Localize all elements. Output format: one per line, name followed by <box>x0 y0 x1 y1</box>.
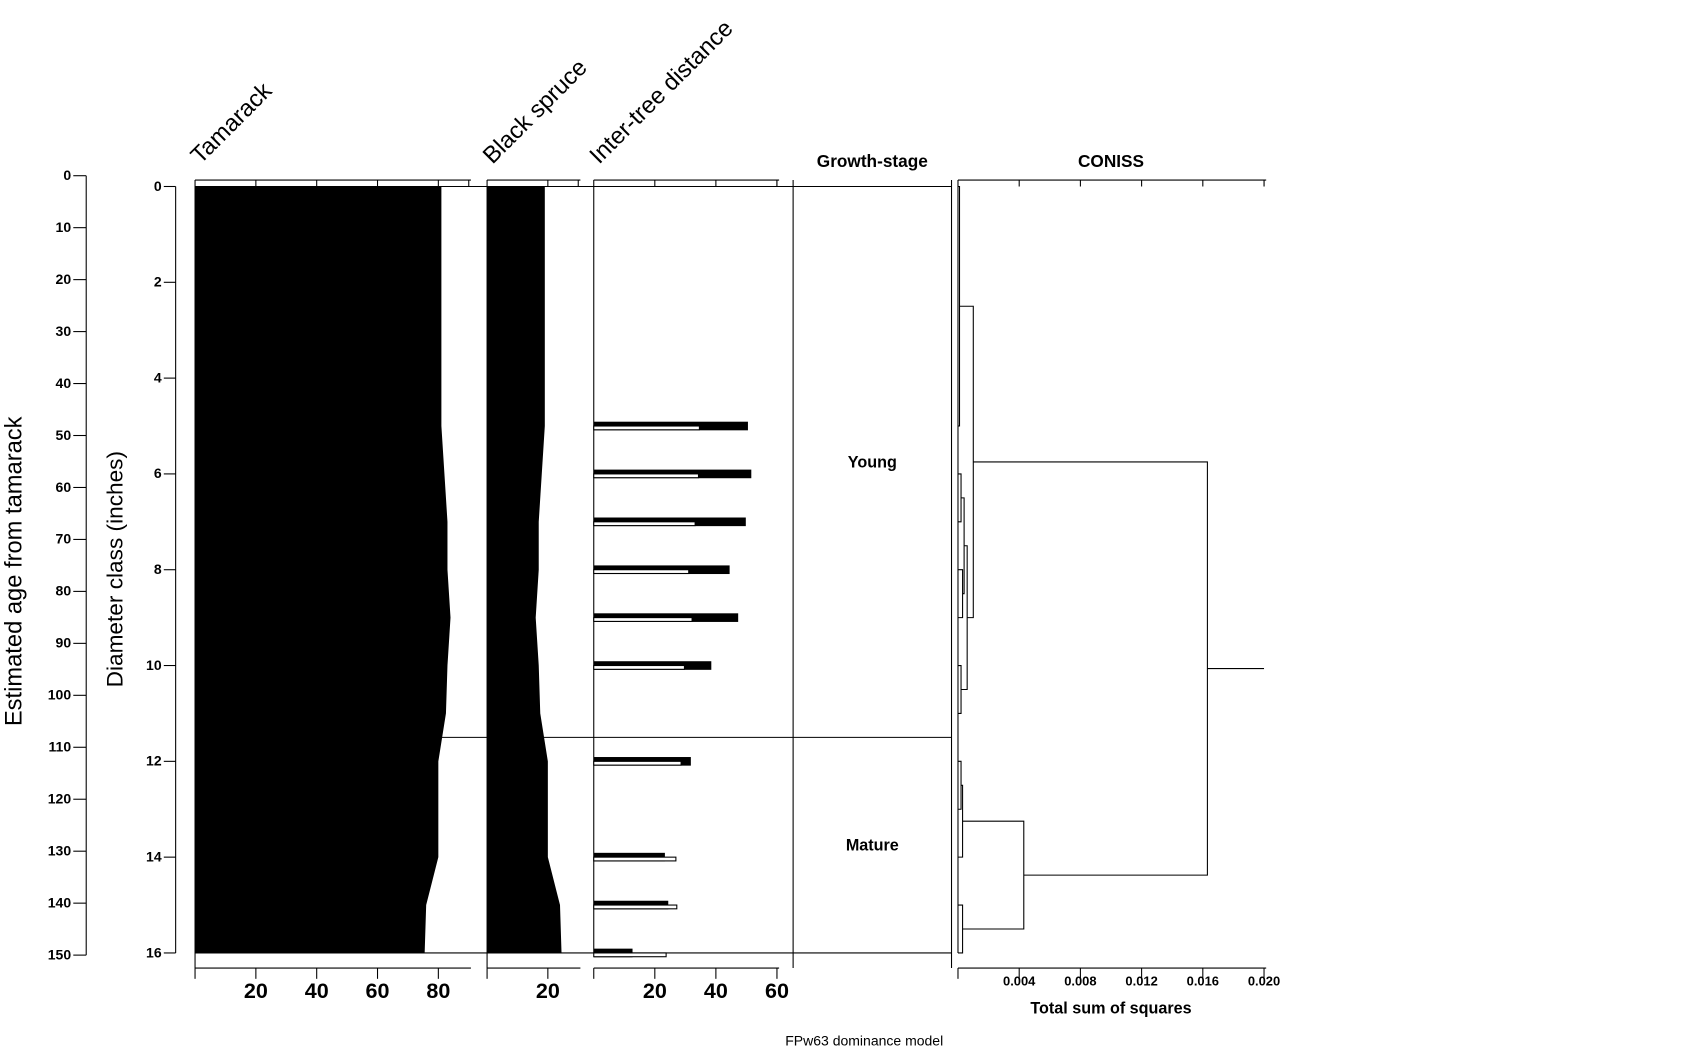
y2-tick-label: 130 <box>48 842 72 858</box>
plot: Estimated age from tamarack Diameter cla… <box>1 16 1280 1049</box>
y2-tick-label: 80 <box>56 583 72 599</box>
y-tick-label: 6 <box>154 465 162 481</box>
dendrogram-link <box>961 545 968 691</box>
panel-title: Inter-tree distance <box>585 16 738 170</box>
x-tick-label: 20 <box>536 978 560 1003</box>
bar <box>593 521 696 527</box>
y-tick-label: 12 <box>146 753 162 769</box>
y2-tick-label: 60 <box>56 479 72 495</box>
bar <box>593 664 685 670</box>
y2-tick-label: 70 <box>56 531 72 547</box>
x-tick-label: 0.004 <box>1003 973 1036 988</box>
y2-tick-label: 120 <box>48 791 72 807</box>
y2-tick-label: 50 <box>56 427 72 443</box>
panel-title: CONISS <box>1078 151 1144 171</box>
x-tick-label: 0.012 <box>1125 973 1157 988</box>
bar <box>593 617 693 622</box>
zone-label: Young <box>848 453 897 471</box>
y2-tick-label: 20 <box>56 271 72 287</box>
dendrogram-link <box>957 569 964 619</box>
panel-title: Black spruce <box>478 55 592 169</box>
bar <box>593 569 690 575</box>
y-axis-label: Diameter class (inches) <box>102 451 127 687</box>
zone-label: Mature <box>846 837 899 855</box>
x-axis-label: Total sum of squares <box>1030 999 1191 1017</box>
y2-tick-label: 100 <box>48 687 72 703</box>
x-tick-label: 40 <box>305 978 329 1003</box>
bar <box>593 952 667 958</box>
y2-tick-label: 90 <box>56 635 72 651</box>
bar <box>593 856 677 862</box>
x-tick-label: 40 <box>704 978 728 1003</box>
x-tick-label: 0.020 <box>1248 973 1280 988</box>
panel-title: Growth-stage <box>817 151 928 171</box>
dendrogram-link <box>962 820 1025 930</box>
y-tick-label: 4 <box>154 369 162 385</box>
y2-tick-label: 110 <box>49 739 72 755</box>
bar <box>593 425 700 431</box>
area <box>195 186 451 953</box>
chart-title: FPw63 dominance model <box>785 1033 943 1049</box>
x-tick-label: 60 <box>765 978 789 1003</box>
y-tick-label: 0 <box>154 178 162 194</box>
y2-tick-label: 40 <box>56 375 72 391</box>
x-tick-label: 0.016 <box>1187 973 1219 988</box>
y2-axis-label: Estimated age from tamarack <box>1 416 27 726</box>
x-tick-label: 20 <box>643 978 667 1003</box>
y-tick-label: 16 <box>146 944 162 960</box>
y-tick-label: 14 <box>146 848 162 864</box>
x-tick-label: 0.008 <box>1064 973 1096 988</box>
dendrogram-link <box>959 305 974 619</box>
dendrogram-link <box>957 784 964 858</box>
y2-tick-label: 30 <box>56 323 72 339</box>
y-tick-label: 2 <box>154 274 162 290</box>
area <box>487 186 562 953</box>
y2-tick-label: 140 <box>48 894 72 910</box>
y-tick-label: 8 <box>154 561 162 577</box>
x-tick-label: 80 <box>426 978 450 1003</box>
bar <box>593 473 700 479</box>
panel-title: Tamarack <box>186 78 277 169</box>
dendrogram-link <box>957 904 964 954</box>
y-tick-label: 10 <box>146 657 162 673</box>
x-tick-label: 20 <box>244 978 268 1003</box>
dendrogram-link <box>973 461 1208 876</box>
bar <box>593 904 678 910</box>
y2-tick-label: 10 <box>56 219 72 235</box>
x-tick-label: 60 <box>366 978 390 1003</box>
y2-tick-label: 0 <box>63 167 71 183</box>
bar <box>593 760 682 766</box>
y2-tick-label: 150 <box>48 946 72 962</box>
